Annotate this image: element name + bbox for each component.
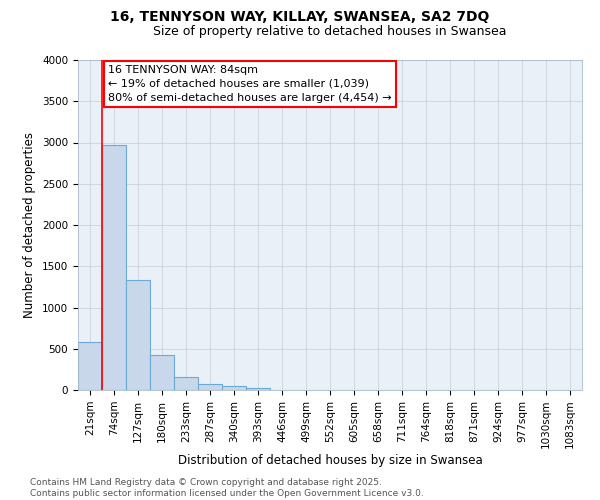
Bar — [198, 384, 222, 390]
Bar — [150, 356, 174, 390]
Y-axis label: Number of detached properties: Number of detached properties — [23, 132, 37, 318]
Bar — [102, 145, 126, 390]
Bar — [126, 280, 150, 390]
Bar — [174, 377, 198, 390]
Text: 16 TENNYSON WAY: 84sqm
← 19% of detached houses are smaller (1,039)
80% of semi-: 16 TENNYSON WAY: 84sqm ← 19% of detached… — [108, 65, 392, 103]
Bar — [222, 386, 246, 390]
Text: Contains HM Land Registry data © Crown copyright and database right 2025.
Contai: Contains HM Land Registry data © Crown c… — [30, 478, 424, 498]
Bar — [246, 388, 270, 390]
Text: 16, TENNYSON WAY, KILLAY, SWANSEA, SA2 7DQ: 16, TENNYSON WAY, KILLAY, SWANSEA, SA2 7… — [110, 10, 490, 24]
Title: Size of property relative to detached houses in Swansea: Size of property relative to detached ho… — [153, 25, 507, 38]
Bar — [78, 342, 102, 390]
X-axis label: Distribution of detached houses by size in Swansea: Distribution of detached houses by size … — [178, 454, 482, 467]
